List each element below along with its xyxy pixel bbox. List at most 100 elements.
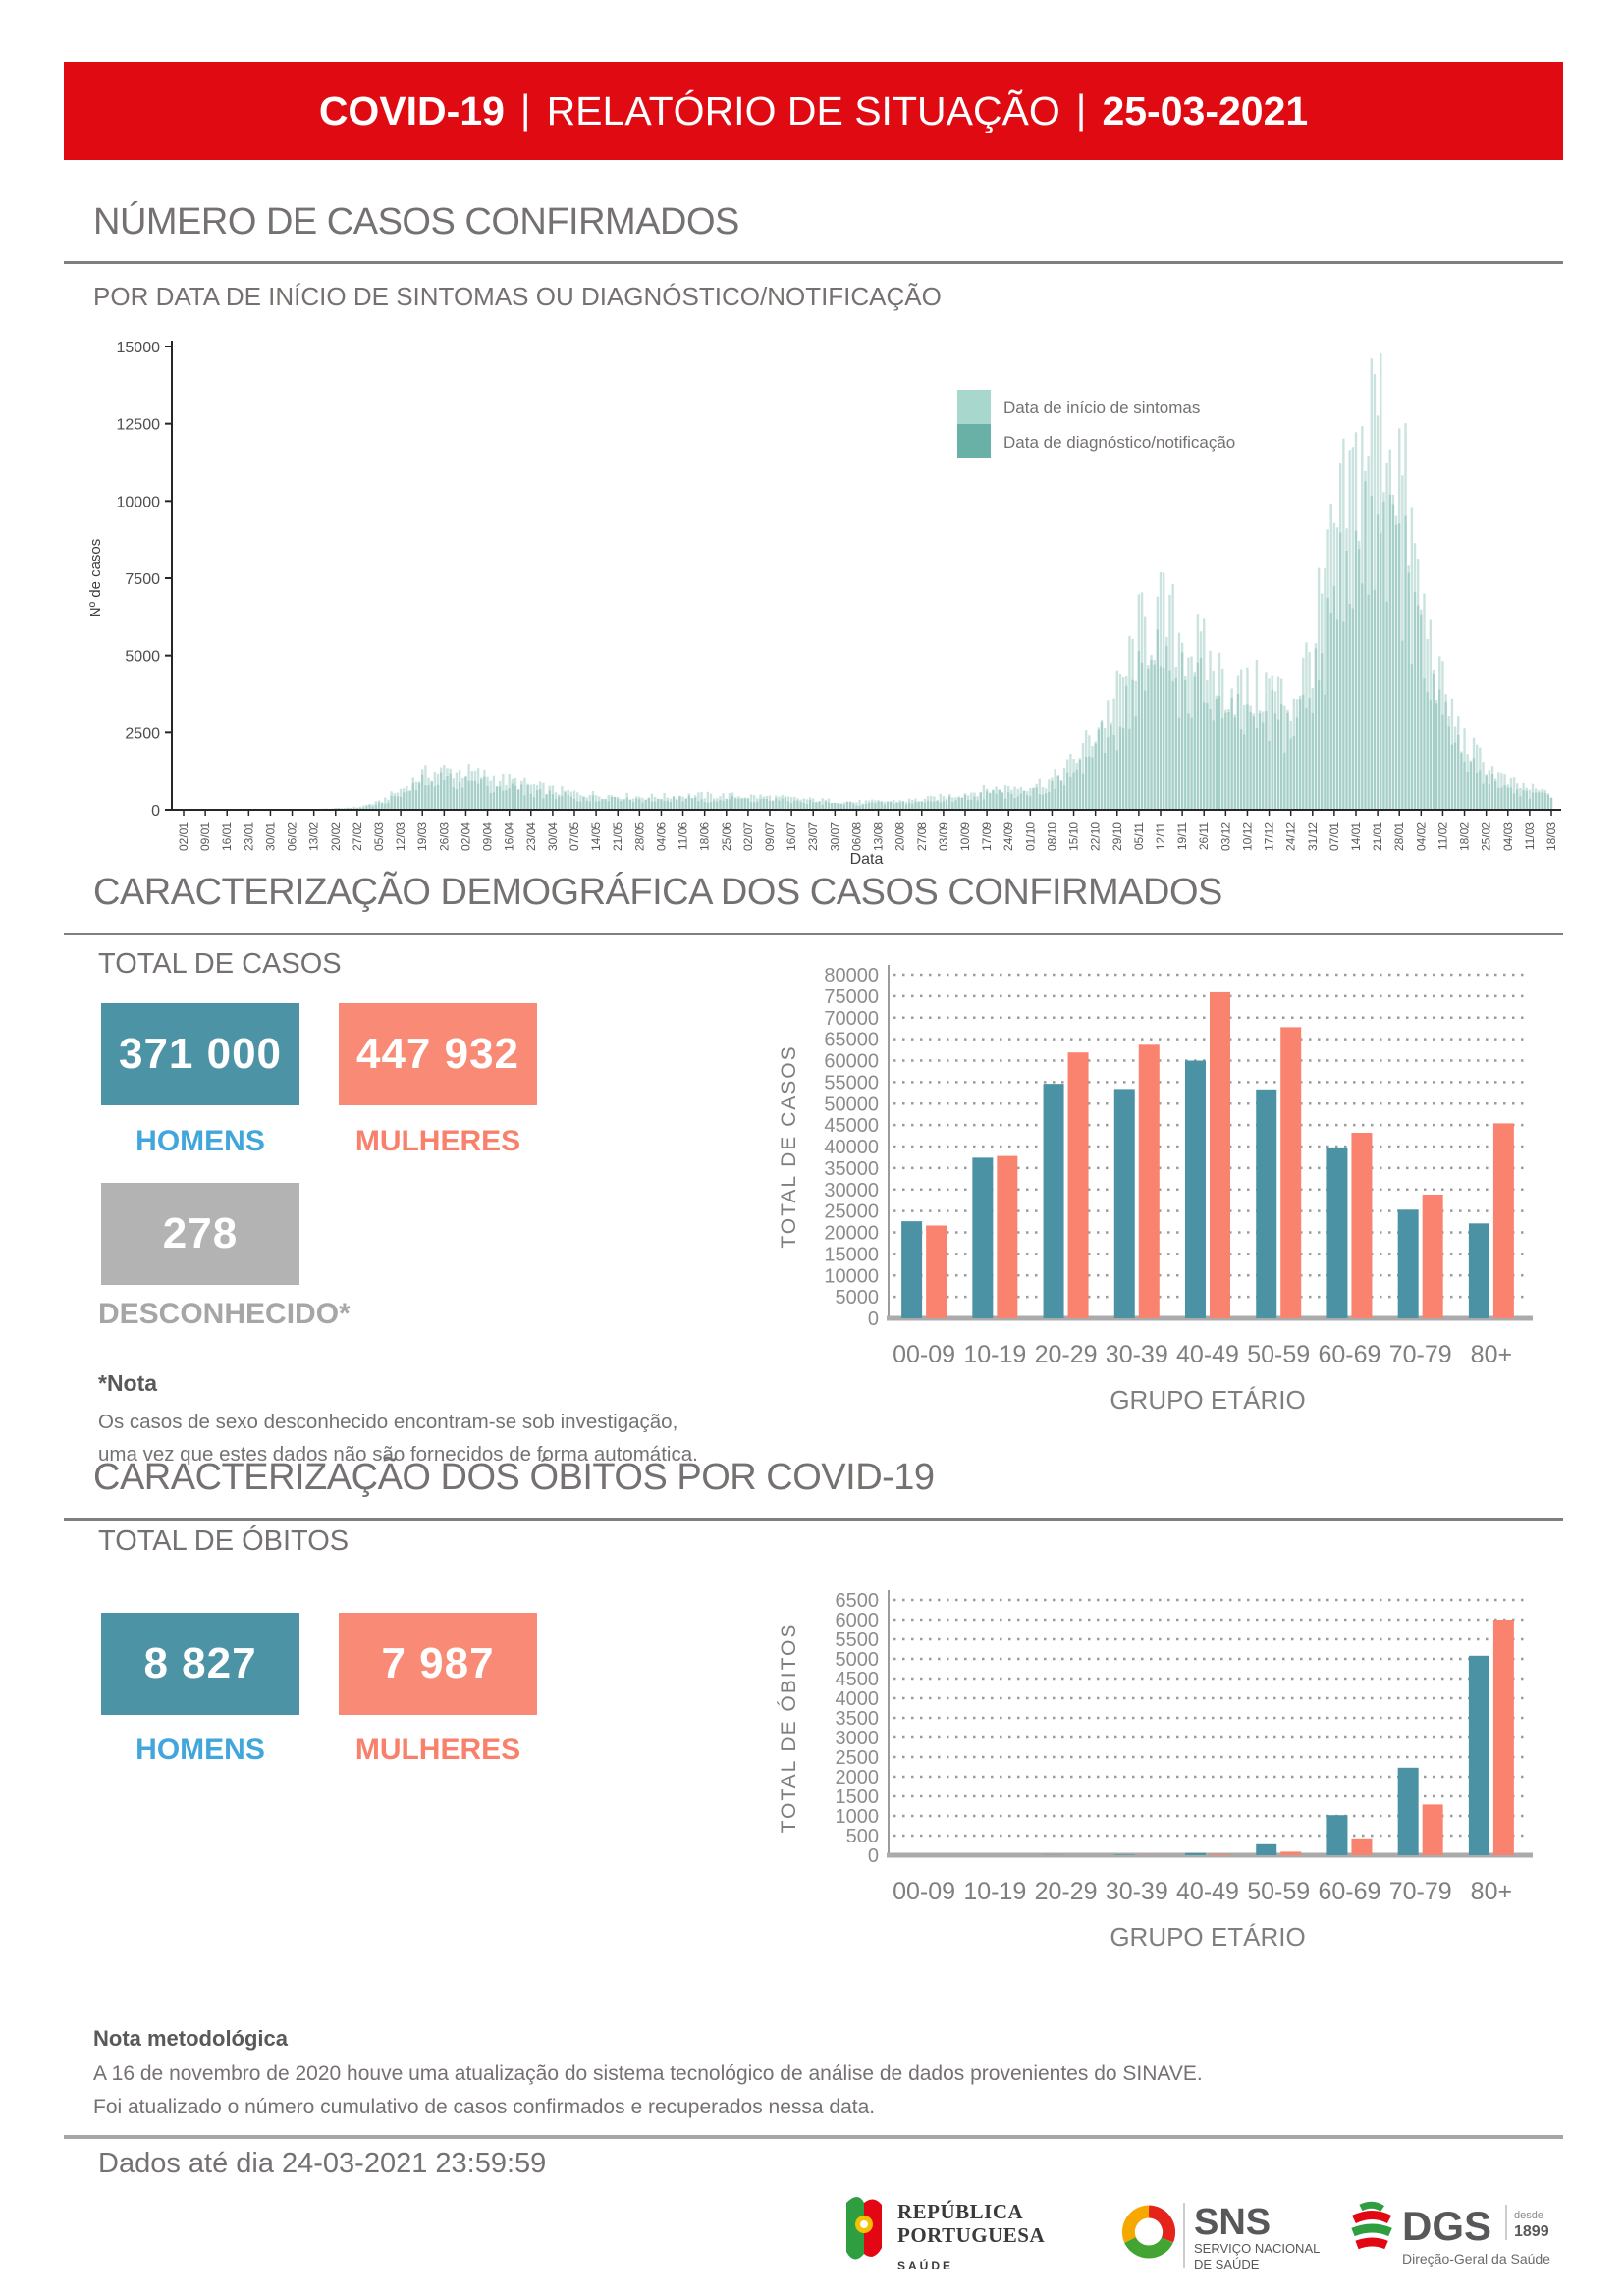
svg-text:23/01: 23/01 — [242, 822, 255, 851]
svg-text:1500: 1500 — [836, 1787, 880, 1808]
sns-swirl-icon — [1121, 2205, 1176, 2259]
svg-text:GRUPO ETÁRIO: GRUPO ETÁRIO — [1110, 1385, 1305, 1415]
cases-unknown-label: DESCONHECIDO* — [98, 1298, 351, 1330]
svg-text:5000: 5000 — [836, 1287, 880, 1308]
svg-text:4000: 4000 — [836, 1688, 880, 1710]
svg-text:06/02: 06/02 — [286, 822, 299, 851]
svg-text:11/06: 11/06 — [677, 822, 690, 850]
svg-text:17/12: 17/12 — [1263, 822, 1276, 851]
cases-unknown-box: 278 — [101, 1183, 299, 1285]
cases-men-label: HOMENS — [135, 1125, 265, 1157]
deaths-men-box: 8 827 — [101, 1613, 299, 1715]
svg-text:14/01: 14/01 — [1349, 822, 1363, 851]
svg-text:18/03: 18/03 — [1544, 822, 1558, 851]
dgs-logo: DGS desde 1899 Direção-Geral da Saúde — [1351, 2201, 1550, 2267]
republica-portuguesa-logo: REPÚBLICA PORTUGUESA SAÚDE — [846, 2197, 1045, 2272]
svg-text:20-29: 20-29 — [1035, 1341, 1098, 1368]
total-cases-label: TOTAL DE CASOS — [98, 948, 342, 980]
svg-text:20000: 20000 — [824, 1223, 879, 1245]
cases-timeseries-svg: 0 2500 5000 7500 10000 12500 15000 02/01 09/01 16… — [87, 340, 1561, 868]
sns-line2: DE SAÚDE — [1194, 2257, 1260, 2271]
svg-text:05/03: 05/03 — [372, 822, 386, 851]
svg-text:13/02: 13/02 — [307, 822, 321, 851]
svg-text:18/06: 18/06 — [698, 822, 712, 851]
sns-line1: SERVIÇO NACIONAL — [1194, 2241, 1320, 2256]
cases-by-age-chart: 0 5000 10000 15000 20000 25000 30000 35000 40000… — [677, 940, 1561, 1436]
deaths-by-age-svg: 0500100015002000250030003500400045005000… — [778, 1590, 1533, 1951]
header-covid-label: COVID-19 — [318, 87, 505, 133]
svg-text:20/02: 20/02 — [329, 822, 343, 851]
svg-text:05/11: 05/11 — [1132, 822, 1146, 850]
svg-text:31/12: 31/12 — [1306, 822, 1320, 851]
unknown-note-line1: Os casos de sexo desconhecido encontram-… — [98, 1411, 678, 1433]
svg-text:17/09: 17/09 — [980, 822, 994, 851]
svg-text:7500: 7500 — [125, 571, 160, 588]
svg-text:11/02: 11/02 — [1435, 822, 1449, 850]
svg-text:07/05: 07/05 — [568, 822, 581, 851]
svg-text:0: 0 — [868, 1308, 879, 1330]
dgs-since-year: 1899 — [1514, 2223, 1549, 2240]
svg-text:22/10: 22/10 — [1089, 822, 1103, 851]
cases-section-divider — [64, 261, 1563, 264]
svg-text:6500: 6500 — [836, 1590, 880, 1612]
svg-text:25/02: 25/02 — [1480, 822, 1493, 851]
svg-text:28/05: 28/05 — [632, 822, 646, 851]
cases-men-box: 371 000 — [101, 1003, 299, 1105]
svg-text:70000: 70000 — [824, 1008, 879, 1030]
svg-text:23/07: 23/07 — [806, 822, 820, 851]
svg-text:12/03: 12/03 — [394, 822, 407, 851]
sns-logo: SNS SERVIÇO NACIONAL DE SAÚDE — [1121, 2202, 1320, 2271]
svg-text:6000: 6000 — [836, 1610, 880, 1631]
svg-text:5000: 5000 — [125, 649, 160, 666]
svg-text:03/12: 03/12 — [1218, 822, 1232, 851]
svg-text:50-59: 50-59 — [1247, 1341, 1310, 1368]
cases-unknown-value: 278 — [162, 1209, 239, 1257]
deaths-women-value: 7 987 — [381, 1639, 495, 1687]
svg-text:10000: 10000 — [117, 494, 161, 510]
svg-text:01/10: 01/10 — [1023, 822, 1037, 851]
svg-text:Data de diagnóstico/notificaçã: Data de diagnóstico/notificação — [1003, 433, 1235, 452]
svg-text:60000: 60000 — [824, 1051, 879, 1073]
svg-text:26/11: 26/11 — [1197, 822, 1211, 850]
svg-text:0: 0 — [868, 1845, 879, 1867]
dgs-since-word: desde — [1514, 2210, 1543, 2221]
svg-text:45000: 45000 — [824, 1115, 879, 1137]
svg-text:60-69: 60-69 — [1318, 1341, 1380, 1368]
svg-text:08/10: 08/10 — [1045, 822, 1058, 851]
svg-text:02/07: 02/07 — [741, 822, 755, 851]
svg-text:09/04: 09/04 — [481, 822, 495, 851]
svg-text:29/10: 29/10 — [1110, 822, 1124, 851]
svg-text:Nº de casos: Nº de casos — [87, 539, 104, 618]
svg-text:0: 0 — [151, 803, 160, 820]
svg-text:28/01: 28/01 — [1392, 822, 1406, 851]
deaths-women-label: MULHERES — [354, 1734, 521, 1766]
svg-text:40000: 40000 — [824, 1137, 879, 1158]
svg-text:27/08: 27/08 — [915, 822, 929, 851]
svg-text:20/08: 20/08 — [893, 822, 907, 851]
svg-text:70-79: 70-79 — [1389, 1878, 1452, 1905]
deaths-by-age-chart: 0 500 1000 1500 2000 2500 3000 3500 4000 4500 5000… — [677, 1561, 1561, 1988]
unknown-note-title: *Nota — [98, 1370, 158, 1396]
deaths-women-box: 7 987 — [339, 1613, 537, 1715]
svg-text:00-09: 00-09 — [893, 1341, 955, 1368]
svg-text:19/03: 19/03 — [415, 822, 429, 851]
svg-text:04/06: 04/06 — [654, 822, 668, 851]
methodology-line1: A 16 de novembro de 2020 houve uma atual… — [93, 2062, 1203, 2085]
svg-text:15000: 15000 — [117, 340, 161, 356]
report-header-banner: COVID-19 | RELATÓRIO DE SITUAÇÃO | 25-03… — [64, 62, 1563, 160]
svg-text:80+: 80+ — [1471, 1878, 1512, 1905]
footer-divider — [64, 2135, 1563, 2139]
svg-text:21/01: 21/01 — [1371, 822, 1384, 851]
svg-text:10-19: 10-19 — [963, 1878, 1026, 1905]
svg-text:00-09: 00-09 — [893, 1878, 955, 1905]
svg-text:12/11: 12/11 — [1154, 822, 1167, 850]
svg-text:09/07: 09/07 — [763, 822, 777, 851]
republica-sub: SAÚDE — [897, 2258, 953, 2272]
svg-text:30/04: 30/04 — [546, 822, 560, 851]
svg-text:30/01: 30/01 — [263, 822, 277, 851]
svg-text:25000: 25000 — [824, 1201, 879, 1223]
svg-text:14/05: 14/05 — [589, 822, 603, 851]
svg-text:02/01: 02/01 — [177, 822, 190, 851]
svg-text:30000: 30000 — [824, 1180, 879, 1201]
